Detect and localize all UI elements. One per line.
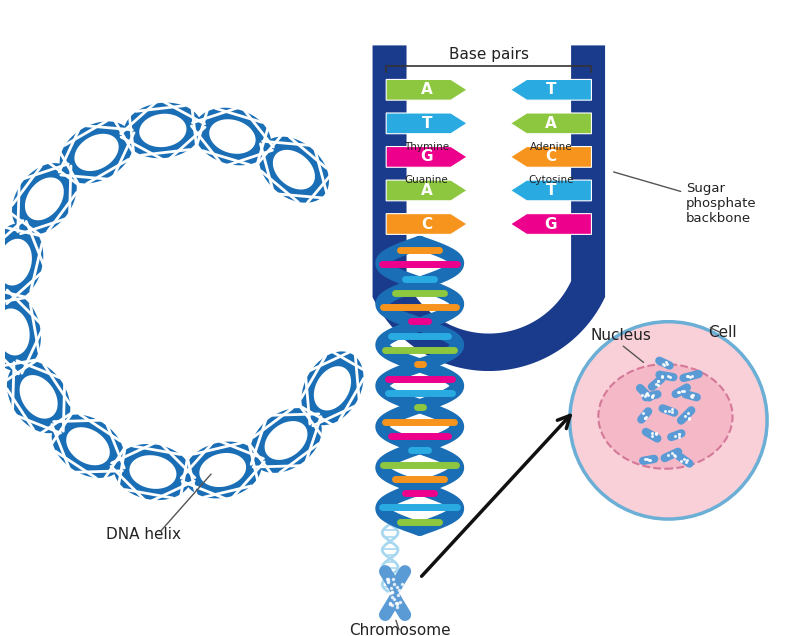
Polygon shape [0, 293, 41, 371]
Circle shape [570, 322, 767, 519]
Text: A: A [421, 82, 433, 97]
Polygon shape [386, 146, 467, 167]
Polygon shape [510, 113, 591, 134]
Text: T: T [546, 82, 556, 97]
Polygon shape [0, 223, 43, 301]
Polygon shape [510, 146, 591, 167]
Text: Nucleus: Nucleus [590, 328, 651, 343]
Polygon shape [52, 415, 124, 478]
Text: C: C [546, 149, 557, 164]
Polygon shape [7, 361, 70, 433]
Text: Cell: Cell [708, 324, 737, 340]
Polygon shape [510, 80, 591, 100]
Polygon shape [60, 121, 134, 183]
Text: DNA helix: DNA helix [106, 527, 181, 542]
Polygon shape [184, 441, 262, 499]
Text: C: C [421, 216, 432, 232]
Text: Cytosine: Cytosine [528, 175, 574, 185]
Polygon shape [510, 214, 591, 235]
Polygon shape [12, 163, 77, 235]
Polygon shape [259, 137, 329, 203]
Text: T: T [546, 183, 556, 198]
Polygon shape [373, 45, 605, 371]
Text: G: G [420, 149, 433, 164]
Text: T: T [422, 116, 432, 131]
Text: A: A [545, 116, 557, 131]
Polygon shape [250, 408, 322, 473]
Text: G: G [545, 216, 558, 232]
Ellipse shape [598, 364, 733, 469]
Text: A: A [421, 183, 433, 198]
Polygon shape [114, 444, 192, 500]
Polygon shape [386, 180, 467, 201]
Polygon shape [386, 214, 467, 235]
Text: Adenine: Adenine [530, 142, 572, 151]
Polygon shape [386, 80, 467, 100]
Polygon shape [302, 352, 363, 425]
Polygon shape [194, 107, 271, 165]
Text: Chromosome: Chromosome [349, 623, 451, 636]
Polygon shape [386, 113, 467, 134]
Text: Sugar
phosphate
backbone: Sugar phosphate backbone [614, 172, 757, 225]
Text: Base pairs: Base pairs [449, 46, 529, 62]
Polygon shape [123, 102, 202, 158]
Text: Guanine: Guanine [405, 175, 449, 185]
Polygon shape [510, 180, 591, 201]
Text: Thymine: Thymine [404, 142, 450, 151]
